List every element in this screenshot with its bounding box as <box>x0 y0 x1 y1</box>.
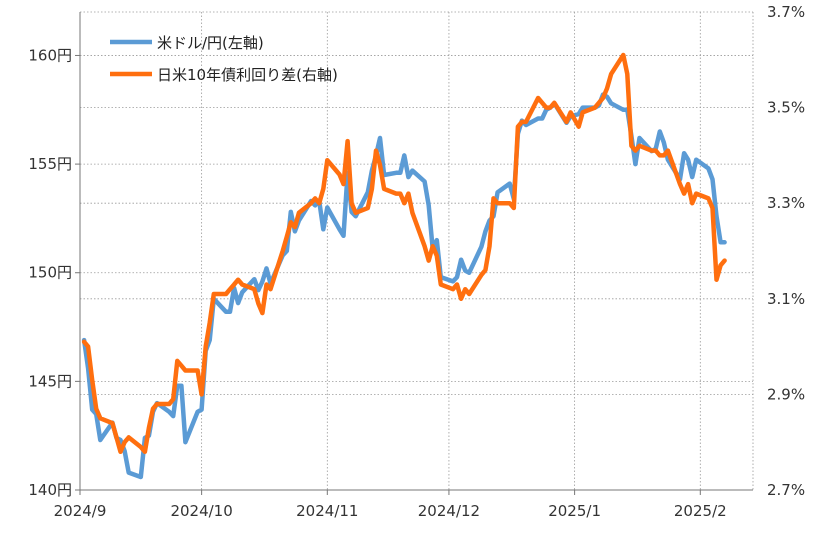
right-axis-ticks: 2.7% 2.9% 3.1% 3.3% 3.5% 3.7% <box>767 3 805 499</box>
left-tick-label: 155円 <box>28 155 72 173</box>
legend-item-yield-spread: 日米10年債利回り差(右軸) <box>110 66 338 84</box>
legend-item-usdjpy: 米ドル/円(左軸) <box>110 34 264 52</box>
left-tick-label: 160円 <box>28 46 72 64</box>
series-usdjpy-line <box>81 92 727 480</box>
right-tick-label: 2.7% <box>767 481 805 499</box>
x-tick-label: 2024/11 <box>296 502 358 520</box>
x-tick-label: 2024/12 <box>418 502 480 520</box>
x-axis-ticks: 2024/9 2024/10 2024/11 2024/12 2025/1 2025/2 <box>54 490 727 520</box>
right-tick-label: 3.5% <box>767 99 805 117</box>
legend: 米ドル/円(左軸) 日米10年債利回り差(右軸) <box>110 34 338 84</box>
legend-label-yield-spread: 日米10年債利回り差(右軸) <box>157 66 338 84</box>
x-tick-label: 2025/2 <box>674 502 727 520</box>
left-tick-label: 145円 <box>28 372 72 390</box>
right-tick-label: 3.1% <box>767 290 805 308</box>
right-tick-label: 2.9% <box>767 385 805 403</box>
series-lines <box>81 52 727 480</box>
series-yield-spread-line <box>81 52 727 455</box>
left-tick-label: 150円 <box>28 264 72 282</box>
left-tick-label: 140円 <box>28 481 72 499</box>
x-tick-label: 2024/10 <box>170 502 232 520</box>
right-tick-label: 3.3% <box>767 194 805 212</box>
gridlines <box>80 11 753 395</box>
right-tick-label: 3.7% <box>767 3 805 21</box>
x-tick-label: 2024/9 <box>54 502 107 520</box>
x-tick-label: 2025/1 <box>548 502 601 520</box>
vertical-gridlines <box>201 12 754 490</box>
left-axis-ticks: 140円 145円 150円 155円 160円 <box>28 46 80 499</box>
legend-label-usdjpy: 米ドル/円(左軸) <box>157 34 264 52</box>
